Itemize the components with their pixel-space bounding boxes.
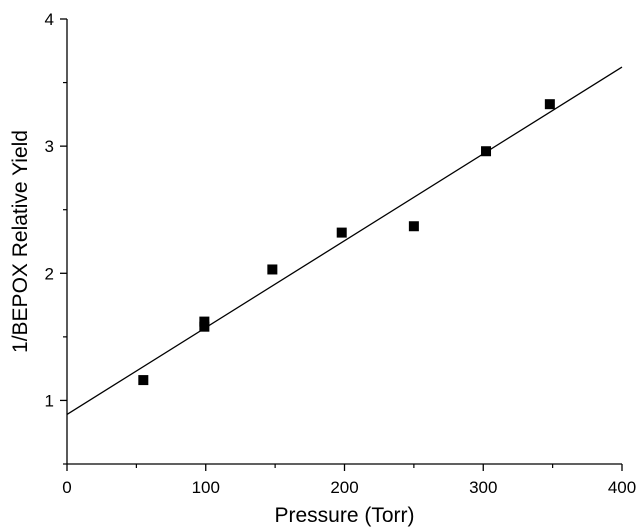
- data-point: [267, 264, 278, 275]
- data-point: [199, 316, 210, 327]
- y-tick-label: 3: [45, 137, 54, 156]
- x-tick-label: 400: [608, 478, 636, 497]
- fit-line-group: [66, 66, 623, 415]
- x-tick-label: 100: [192, 478, 220, 497]
- y-tick-label: 4: [45, 10, 54, 29]
- x-tick-label: 300: [469, 478, 497, 497]
- y-tick-label: 1: [45, 391, 54, 410]
- y-axis-ticks: 1 2 3 4: [45, 10, 67, 465]
- x-tick-label: 0: [62, 478, 71, 497]
- x-tick-label: 200: [330, 478, 358, 497]
- data-point: [481, 146, 492, 157]
- x-axis-title: Pressure (Torr): [274, 504, 414, 527]
- y-tick-label: 2: [45, 264, 54, 283]
- data-point: [138, 375, 149, 386]
- data-point: [336, 227, 347, 238]
- data-points: [138, 99, 555, 386]
- data-point: [544, 99, 555, 110]
- data-point: [199, 321, 210, 332]
- y-axis-title: 1/BEPOX Relative Yield: [9, 130, 32, 353]
- fit-line: [66, 66, 623, 415]
- data-point: [408, 221, 419, 232]
- x-axis-ticks: 0 100 200 300 400: [62, 464, 636, 497]
